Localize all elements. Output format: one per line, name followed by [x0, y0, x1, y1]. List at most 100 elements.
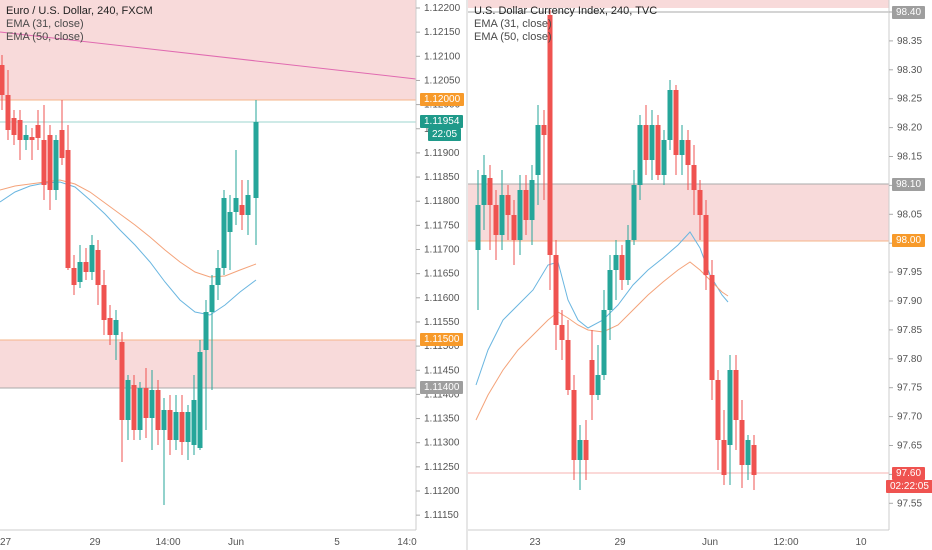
eurusd-ema31-label[interactable]: EMA (31, close)	[6, 18, 84, 30]
eurusd-price-label: 1.11400	[424, 389, 460, 400]
eurusd-price-axis-bg	[416, 0, 468, 550]
eurusd-candle-body	[149, 390, 155, 418]
eurusd-candle-body	[83, 262, 89, 272]
dxy-zone-bottom-tag: 98.00	[892, 234, 926, 247]
eurusd-price-label: 1.12100	[424, 51, 461, 62]
eurusd-candle-body	[221, 198, 227, 268]
dxy-candle-body	[535, 125, 541, 175]
eurusd-candle-body	[227, 212, 233, 232]
dxy-price-label: 97.65	[897, 441, 922, 452]
eurusd-candle-body	[59, 130, 65, 158]
eurusd-candle-body	[179, 412, 185, 442]
eurusd-price-label: 1.12150	[424, 27, 461, 38]
dxy-candle-body	[493, 205, 499, 235]
eurusd-candle-body	[173, 412, 179, 440]
eurusd-candle-body	[29, 137, 35, 140]
dxy-candle-body	[481, 175, 487, 205]
eurusd-candle-body	[47, 135, 53, 190]
eurusd-candle-body	[161, 410, 167, 430]
eurusd-price-label: 1.11650	[424, 269, 460, 280]
eurusd-chart-canvas[interactable]: 1.12200 1.12150 1.12100 1.12050 1.12000 1.119…	[0, 0, 468, 550]
eurusd-candle-body	[41, 140, 47, 185]
eurusd-candle-body	[137, 388, 143, 430]
dxy-candle-body	[505, 195, 511, 215]
eurusd-title[interactable]: Euro / U.S. Dollar, 240, FXCM	[6, 5, 153, 17]
dxy-candle-body	[751, 445, 757, 475]
dxy-legend: U.S. Dollar Currency Index, 240, TVC EMA…	[474, 5, 657, 44]
dxy-chart-canvas[interactable]: 98.40 98.35 98.30 98.25 98.20 98.15 98.10 98.05…	[468, 0, 932, 550]
dxy-candle-body	[649, 125, 655, 160]
dxy-candle-body	[721, 440, 727, 475]
eurusd-chart-pane[interactable]: 1.12200 1.12150 1.12100 1.12050 1.12000 1.119…	[0, 0, 468, 550]
dxy-price-label: 97.80	[897, 354, 922, 365]
dxy-candle-body	[565, 340, 571, 390]
dxy-top-zone	[468, 0, 889, 8]
dxy-candle-body	[733, 370, 739, 420]
eurusd-candle-body	[89, 245, 95, 272]
dxy-time-axis-bg	[468, 530, 932, 550]
eurusd-candle-body	[77, 262, 83, 282]
eurusd-candle-body	[167, 410, 173, 440]
eurusd-candle-body	[65, 150, 71, 268]
eurusd-price-label: 1.11150	[424, 510, 459, 521]
eurusd-time-label: 29	[89, 537, 101, 548]
eurusd-candle-body	[197, 352, 203, 448]
dxy-candle-body	[523, 190, 529, 220]
dxy-price-label: 97.75	[897, 383, 922, 394]
eurusd-support-top-tag: 1.11500	[420, 333, 464, 346]
eurusd-resistance-tag: 1.12000	[420, 93, 465, 106]
eurusd-candle-body	[125, 380, 131, 420]
dxy-candle-body	[613, 255, 619, 270]
eurusd-trendline	[0, 31, 417, 80]
dxy-time-label: 12:00	[773, 537, 798, 548]
dxy-ema50-label[interactable]: EMA (50, close)	[474, 31, 552, 43]
eurusd-candle-body	[155, 390, 161, 430]
dxy-candle-body	[679, 140, 685, 155]
dxy-price-axis-bg	[889, 0, 932, 550]
eurusd-candle-body	[23, 135, 29, 140]
dxy-candle-body	[619, 255, 625, 280]
dxy-candle-body	[541, 125, 547, 135]
dxy-price-label: 97.70	[897, 412, 922, 423]
dxy-price-label: 97.95	[897, 267, 922, 278]
dxy-candle-body	[475, 205, 481, 250]
dxy-countdown-tag: 02:22:05	[886, 480, 932, 493]
eurusd-price-label: 1.11350	[424, 414, 460, 425]
dxy-candle-body	[709, 275, 715, 380]
eurusd-price-label: 1.11600	[424, 293, 460, 304]
dxy-ema31-label[interactable]: EMA (31, close)	[474, 18, 552, 30]
dxy-time-label: 23	[529, 537, 541, 548]
eurusd-price-label: 1.11500	[424, 341, 460, 352]
dxy-candle-body	[697, 190, 703, 215]
dxy-candle-body	[643, 125, 649, 160]
eurusd-candle-body	[203, 312, 209, 350]
dxy-price-label: 98.25	[897, 94, 922, 105]
eurusd-support-bottom-tag: 1.11400	[420, 381, 464, 394]
eurusd-candle-body	[35, 125, 41, 138]
dxy-price-label: 98.15	[897, 152, 922, 163]
dxy-candle-body	[667, 90, 673, 140]
eurusd-time-label: Jun	[228, 537, 244, 548]
eurusd-time-axis-bg	[0, 530, 468, 550]
eurusd-price-label: 1.11550	[424, 317, 460, 328]
eurusd-candle-body	[215, 268, 221, 285]
dxy-candle-body	[739, 420, 745, 465]
eurusd-candle-body	[239, 205, 245, 215]
eurusd-ema50-label[interactable]: EMA (50, close)	[6, 31, 84, 43]
dxy-title[interactable]: U.S. Dollar Currency Index, 240, TVC	[474, 5, 658, 17]
eurusd-price-label: 1.11900	[424, 148, 460, 159]
dxy-price-label: 97.55	[897, 498, 922, 509]
eurusd-legend: Euro / U.S. Dollar, 240, FXCM EMA (31, c…	[6, 5, 153, 44]
eurusd-price-label: 1.11200	[424, 486, 460, 497]
dxy-candle-body	[529, 180, 535, 220]
dxy-candle-body	[547, 15, 553, 255]
dxy-candle-body	[631, 185, 637, 240]
dxy-zone-top-tag: 98.10	[892, 178, 926, 191]
dxy-candle-body	[691, 165, 697, 190]
dxy-candle-body	[511, 215, 517, 240]
eurusd-price-label: 1.11750	[424, 220, 460, 231]
dxy-price-label: 98.30	[897, 65, 922, 76]
eurusd-candle-body	[185, 412, 191, 442]
dxy-chart-pane[interactable]: 98.40 98.35 98.30 98.25 98.20 98.15 98.10 98.05…	[468, 0, 932, 550]
pane-divider[interactable]	[466, 0, 468, 550]
